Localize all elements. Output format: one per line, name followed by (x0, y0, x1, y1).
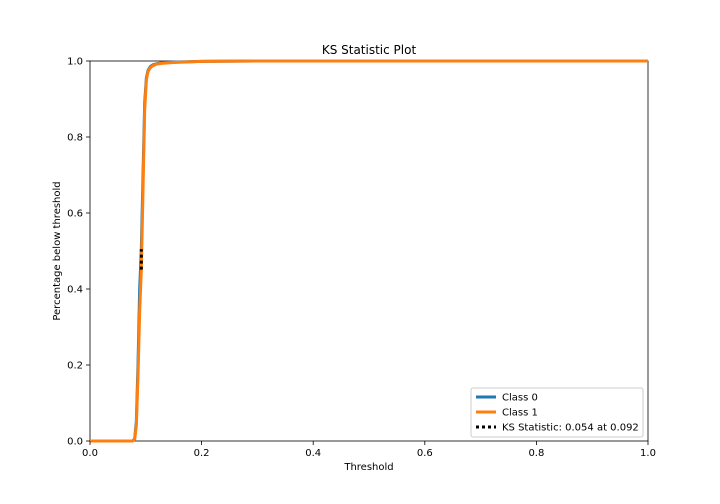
legend-box (470, 387, 644, 438)
x-tick-label: 1.0 (640, 448, 656, 459)
y-tick-label: 0.8 (67, 133, 83, 144)
y-tick-label: 0.4 (67, 285, 83, 296)
x-tick-label: 0.6 (417, 448, 433, 459)
y-tick-label: 0.2 (67, 361, 83, 372)
legend: Class 0 Class 1 KS Statistic: 0.054 at 0.0… (470, 387, 644, 438)
chart-title: KS Statistic Plot (322, 43, 417, 57)
tick-layer: 0.0 0.2 0.4 0.6 0.8 1.0 0.0 0.2 0.4 0.6 0.8 1.0 (67, 57, 656, 460)
legend-label-class-0: Class 0 (502, 393, 538, 404)
series-line-class-1 (90, 59, 648, 443)
plot-area-frame (89, 60, 649, 442)
series-layer (90, 59, 648, 443)
x-tick-label: 0.4 (305, 448, 321, 459)
x-tick-label: 0.0 (82, 448, 98, 459)
legend-label-class-1: Class 1 (502, 408, 538, 419)
x-axis-title: Threshold (343, 462, 393, 473)
y-tick-label: 0.6 (67, 209, 83, 220)
x-tick-label: 0.2 (194, 448, 210, 459)
y-tick-label: 1.0 (67, 57, 83, 68)
y-axis-title: Percentage below threshold (52, 181, 63, 320)
y-tick-label: 0.0 (67, 437, 83, 448)
x-tick-label: 0.8 (528, 448, 544, 459)
legend-label-ks-statistic: KS Statistic: 0.054 at 0.092 (502, 423, 639, 434)
